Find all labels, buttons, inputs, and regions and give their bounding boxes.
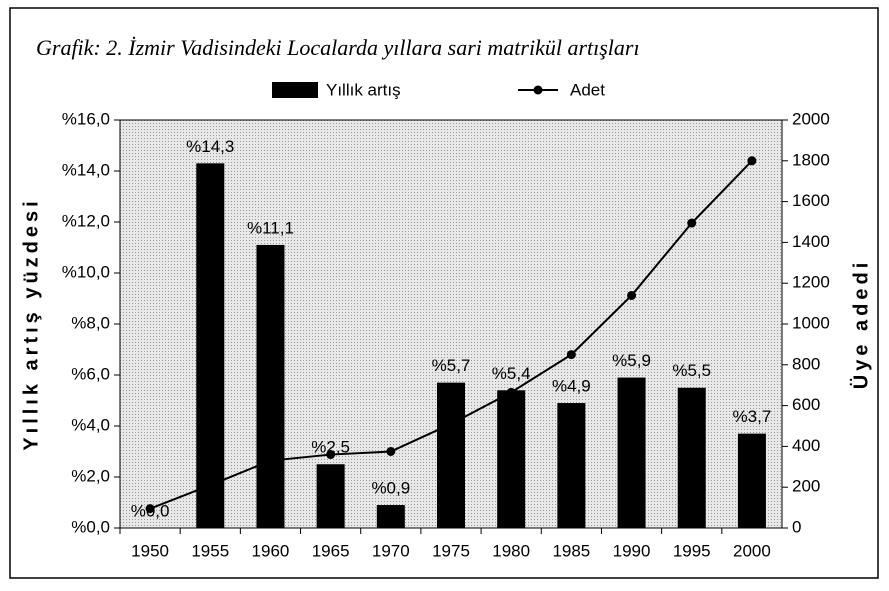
x-tick-label: 1965 xyxy=(312,541,350,560)
y2-tick-label: 0 xyxy=(792,517,801,536)
data-label: %3,7 xyxy=(733,407,772,426)
data-label: %2,5 xyxy=(311,438,350,457)
x-tick-label: 1955 xyxy=(191,541,229,560)
y2-tick-label: 600 xyxy=(792,395,820,414)
legend-label: Adet xyxy=(570,80,605,99)
bar xyxy=(497,390,526,528)
y-tick-label: %0,0 xyxy=(71,517,110,536)
line-marker xyxy=(145,504,155,514)
line-marker xyxy=(687,218,697,228)
legend-swatch xyxy=(272,82,318,98)
chart-title: Grafik: 2. İzmir Vadisindeki Localarda y… xyxy=(36,35,640,60)
data-label: %14,3 xyxy=(186,137,234,156)
y-tick-label: %8,0 xyxy=(71,313,110,332)
data-label: %5,7 xyxy=(432,356,471,375)
bar xyxy=(437,382,465,528)
bar xyxy=(256,244,285,528)
line-marker xyxy=(386,447,396,456)
data-label: %5,4 xyxy=(492,364,531,383)
y-tick-label: %14,0 xyxy=(62,160,110,179)
x-tick-label: 1960 xyxy=(252,541,290,560)
bar xyxy=(376,505,405,528)
bar xyxy=(557,403,586,528)
line-marker xyxy=(326,450,336,460)
line-marker xyxy=(566,350,576,360)
line-marker xyxy=(446,419,456,429)
line-marker xyxy=(747,156,757,166)
x-tick-label: 1950 xyxy=(131,541,169,560)
y-tick-label: %12,0 xyxy=(62,211,110,230)
bar xyxy=(316,464,345,528)
data-label: %4,9 xyxy=(552,377,591,396)
y-tick-label: %6,0 xyxy=(71,364,110,383)
bar xyxy=(617,377,646,528)
bar xyxy=(737,433,766,528)
x-tick-label: 1975 xyxy=(432,541,470,560)
y-tick-label: %4,0 xyxy=(71,415,110,434)
line-marker xyxy=(205,480,215,490)
y-tick-label: %2,0 xyxy=(71,466,110,485)
y2-tick-label: 1600 xyxy=(792,191,830,210)
x-tick-label: 1995 xyxy=(673,541,711,560)
y-axis-title: Yıllık artış yüzdesi xyxy=(20,197,42,450)
bar xyxy=(677,387,706,528)
y-tick-label: %16,0 xyxy=(62,109,110,128)
y2-tick-label: 800 xyxy=(792,354,820,373)
y2-tick-label: 200 xyxy=(792,477,820,496)
frame xyxy=(9,7,879,579)
y2-tick-label: 2000 xyxy=(792,109,830,128)
x-tick-label: 1990 xyxy=(613,541,651,560)
y2-tick-label: 400 xyxy=(792,436,820,455)
y2-tick-label: 1800 xyxy=(792,150,830,169)
y2-tick-label: 1400 xyxy=(792,232,830,251)
legend-label: Yıllık artış xyxy=(326,80,401,99)
bar xyxy=(196,163,225,528)
data-label: %0,9 xyxy=(371,479,410,498)
x-tick-label: 1985 xyxy=(552,541,590,560)
data-label: %5,5 xyxy=(672,361,711,380)
data-label: %11,1 xyxy=(247,218,294,237)
line-marker xyxy=(627,290,637,300)
y2-tick-label: 1000 xyxy=(792,313,830,332)
data-label: %5,9 xyxy=(612,351,651,370)
y2-tick-label: 1200 xyxy=(792,273,830,292)
y-tick-label: %10,0 xyxy=(62,262,110,281)
x-tick-label: 2000 xyxy=(733,541,771,560)
line-marker xyxy=(265,456,275,466)
legend-marker xyxy=(533,85,543,95)
line-marker xyxy=(506,387,516,397)
x-tick-label: 1970 xyxy=(372,541,410,560)
x-tick-label: 1980 xyxy=(492,541,530,560)
y2-axis-title: Üye adedi xyxy=(849,259,872,389)
